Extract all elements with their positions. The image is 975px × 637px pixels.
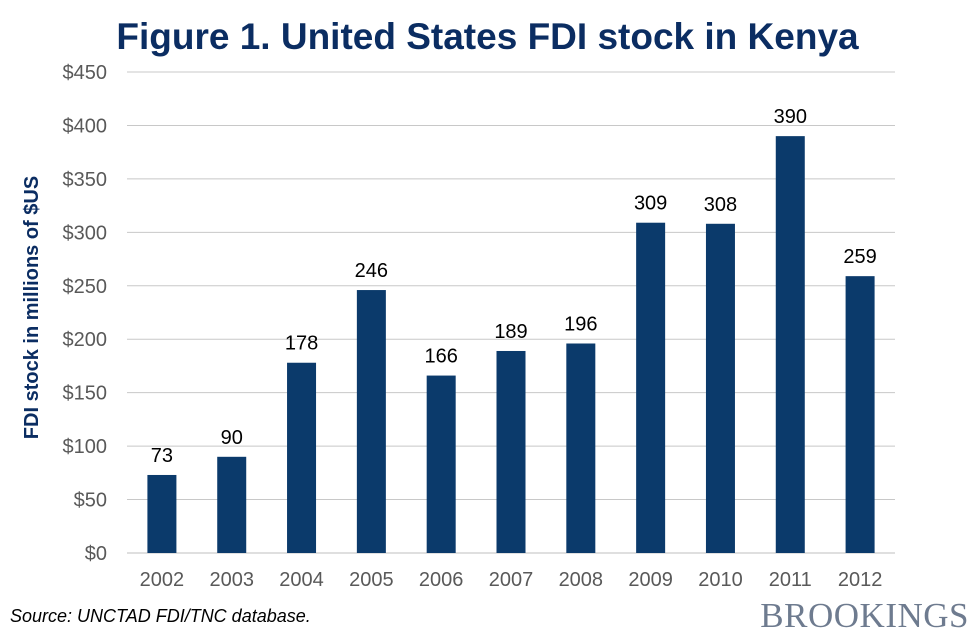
- data-label-2002: 73: [151, 445, 173, 467]
- bars: [147, 136, 875, 554]
- x-axis-ticks: 2002 2003 2004 2005 2006 2007 2008 2009 2010 2011…: [140, 569, 883, 591]
- bar-2006: [426, 375, 456, 553]
- bar-2007: [496, 350, 526, 553]
- x-tick-label: 2010: [698, 569, 743, 591]
- x-tick-label: 2007: [489, 569, 534, 591]
- data-label-2008: 196: [564, 313, 597, 335]
- x-tick-label: 2005: [349, 569, 394, 591]
- x-tick-label: 2003: [209, 569, 254, 591]
- bar-2005: [356, 290, 386, 553]
- bar-chart: $0 $50 $100 $150 $200 $250 $300 $350 $400 $450 73…: [21, 62, 895, 591]
- x-tick-label: 2009: [628, 569, 673, 591]
- y-tick-label: $50: [74, 490, 107, 512]
- y-tick-label: $150: [63, 383, 108, 405]
- data-label-2011: 390: [774, 106, 807, 128]
- data-label-2004: 178: [285, 333, 318, 355]
- data-labels: 73 90 178 246 166 189 196 309 308 390 259: [151, 106, 877, 467]
- chart-title: Figure 1. United States FDI stock in Ken…: [116, 16, 859, 57]
- bar-2008: [566, 343, 596, 553]
- bar-2002: [147, 474, 177, 553]
- bar-2009: [636, 222, 666, 554]
- x-tick-label: 2008: [559, 569, 604, 591]
- bar-2010: [705, 223, 735, 553]
- y-tick-label: $100: [63, 436, 108, 458]
- y-tick-label: $200: [63, 329, 108, 351]
- data-label-2005: 246: [355, 260, 388, 282]
- data-label-2006: 166: [424, 346, 457, 368]
- source-note: Source: UNCTAD FDI/TNC database.: [10, 606, 311, 626]
- y-tick-label: $300: [63, 222, 108, 244]
- y-tick-label: $250: [63, 276, 108, 298]
- y-tick-label: $350: [63, 169, 108, 191]
- x-tick-label: 2011: [769, 569, 812, 591]
- x-tick-label: 2012: [838, 569, 883, 591]
- brookings-logo: BROOKINGS: [760, 596, 969, 635]
- data-label-2009: 309: [634, 193, 667, 215]
- x-tick-label: 2004: [279, 569, 324, 591]
- data-label-2007: 189: [494, 321, 527, 343]
- data-label-2012: 259: [843, 246, 876, 268]
- bar-2012: [845, 276, 875, 553]
- data-label-2003: 90: [221, 427, 243, 449]
- y-tick-label: $400: [63, 115, 108, 137]
- bar-2004: [287, 362, 317, 553]
- x-tick-label: 2006: [419, 569, 464, 591]
- y-tick-label: $0: [85, 543, 107, 565]
- bar-2003: [217, 456, 247, 553]
- data-label-2010: 308: [704, 194, 737, 216]
- y-axis-ticks: $0 $50 $100 $150 $200 $250 $300 $350 $400 $450: [63, 62, 108, 565]
- bar-2011: [775, 136, 805, 553]
- x-tick-label: 2002: [140, 569, 185, 591]
- y-tick-label: $450: [63, 62, 108, 84]
- y-axis-label: FDI stock in millions of $US: [21, 176, 43, 439]
